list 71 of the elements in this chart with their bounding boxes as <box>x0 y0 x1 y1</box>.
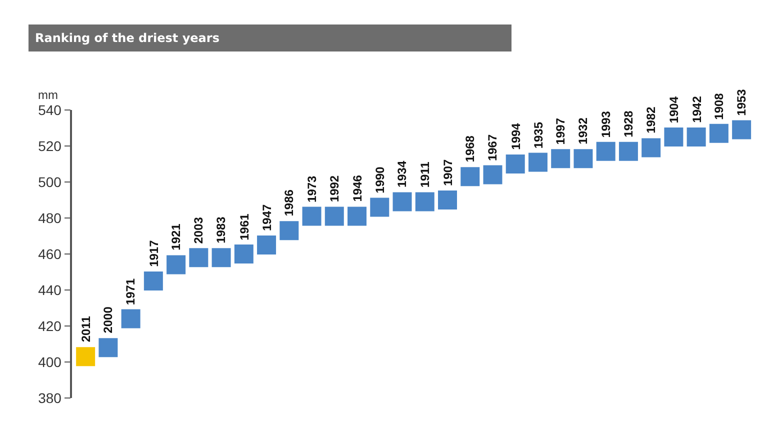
y-tick-label: 440 <box>38 282 62 298</box>
point <box>460 167 480 186</box>
chart-title: Ranking of the driest years <box>35 31 220 45</box>
x-tick-label: 1928 <box>622 110 636 138</box>
point <box>234 244 254 264</box>
point <box>121 309 140 328</box>
x-tick-label: 2011 <box>78 316 93 342</box>
point <box>370 198 390 217</box>
x-tick-label: 1993 <box>598 110 613 138</box>
point <box>709 124 728 143</box>
x-tick-label: 1992 <box>328 175 342 202</box>
x-tick-label: 1935 <box>531 122 546 149</box>
point <box>348 206 367 226</box>
point <box>324 206 344 226</box>
x-tick-label: 1967 <box>485 134 500 162</box>
x-tick-label: 1917 <box>146 240 161 267</box>
x-tick-label: 2003 <box>192 216 206 244</box>
point <box>392 192 412 212</box>
point <box>166 255 186 274</box>
point <box>664 128 684 146</box>
x-tick-label: 1982 <box>644 106 658 134</box>
y-tick-label: 460 <box>38 246 62 262</box>
point <box>732 120 752 140</box>
point <box>483 165 502 184</box>
y-tick-label: 400 <box>38 354 62 370</box>
point <box>642 138 661 158</box>
y-tick-label: 480 <box>38 210 62 226</box>
x-tick-label: 1942 <box>690 96 704 123</box>
x-tick-label: 1921 <box>168 223 183 250</box>
x-tick-label: 1904 <box>667 96 682 124</box>
x-tick-label: 2000 <box>101 306 116 334</box>
x-tick-label: 1961 <box>237 213 252 240</box>
x-tick-label: 1986 <box>282 189 296 216</box>
x-tick-label: 1946 <box>350 174 364 202</box>
x-tick-label: 1934 <box>394 160 409 188</box>
point <box>528 152 548 172</box>
x-tick-label: 1973 <box>305 175 320 202</box>
x-tick-label: 1953 <box>734 88 748 116</box>
point <box>257 236 276 254</box>
point <box>76 347 96 366</box>
y-tick-label: 420 <box>38 318 62 334</box>
x-tick-label: 1994 <box>508 122 523 150</box>
x-tick-label: 1997 <box>554 118 568 145</box>
point <box>686 128 706 146</box>
point <box>302 206 322 226</box>
point <box>144 272 163 290</box>
point <box>280 221 299 240</box>
x-tick-label: 1932 <box>576 117 590 144</box>
y-tick-label: 500 <box>38 174 62 190</box>
point <box>98 338 118 358</box>
y-tick-label: 540 <box>38 102 62 118</box>
point <box>189 248 208 268</box>
x-tick-label: 1990 <box>372 166 387 194</box>
x-tick-label: 1983 <box>214 216 228 244</box>
x-tick-label: 1907 <box>441 158 455 186</box>
point <box>506 154 525 174</box>
point <box>212 248 231 268</box>
x-tick-label: 1911 <box>418 161 432 188</box>
x-tick-label: 1968 <box>463 135 478 162</box>
point <box>618 142 638 161</box>
point <box>551 149 570 168</box>
point <box>596 142 616 161</box>
x-tick-label: 1908 <box>712 92 726 120</box>
x-tick-label: 1971 <box>124 278 138 306</box>
y-axis-title: mm <box>38 88 58 102</box>
x-tick-label: 1947 <box>260 204 274 232</box>
point <box>415 192 434 212</box>
point <box>438 190 457 210</box>
point <box>574 149 593 168</box>
y-tick-label: 520 <box>38 138 62 154</box>
y-tick-label: 380 <box>38 390 62 406</box>
